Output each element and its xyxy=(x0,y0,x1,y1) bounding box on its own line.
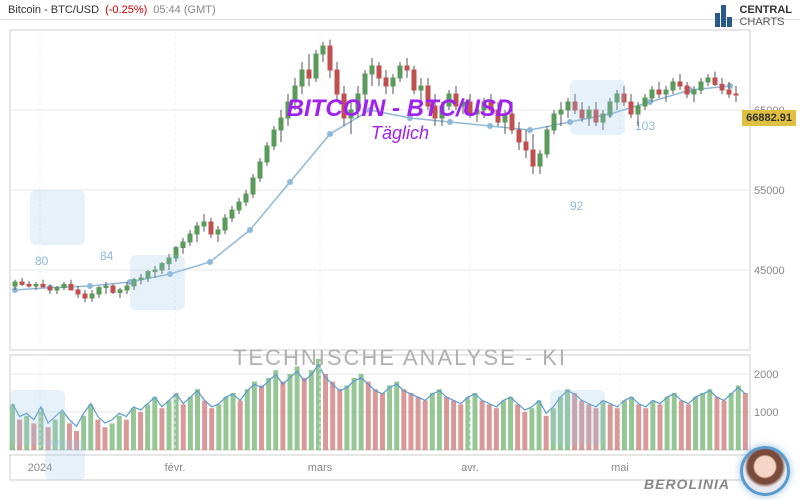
svg-text:92: 92 xyxy=(570,199,584,213)
instrument-name: Bitcoin - BTC/USD xyxy=(8,4,99,16)
chart-area[interactable]: 450005500065000808492103100020002024févr… xyxy=(0,20,800,500)
svg-text:80: 80 xyxy=(35,254,49,268)
svg-text:févr.: févr. xyxy=(165,462,186,474)
watermark-icon xyxy=(10,390,65,445)
provider-brand: BEROLINIA xyxy=(644,476,730,492)
watermark-icon xyxy=(550,390,605,445)
timestamp: 05:44 (GMT) xyxy=(153,4,215,16)
current-price-tag: 66882.91 xyxy=(742,110,796,126)
chart-svg: 450005500065000808492103100020002024févr… xyxy=(0,20,800,500)
watermark-icon xyxy=(30,190,85,245)
chart-header: Bitcoin - BTC/USD (-0.25%) 05:44 (GMT) xyxy=(0,0,800,20)
svg-text:2000: 2000 xyxy=(754,369,778,381)
svg-text:mai: mai xyxy=(611,462,629,474)
svg-text:avr.: avr. xyxy=(461,462,479,474)
svg-text:55000: 55000 xyxy=(754,185,785,197)
watermark-icon xyxy=(45,440,85,480)
svg-text:mars: mars xyxy=(308,462,333,474)
svg-text:45000: 45000 xyxy=(754,265,785,277)
watermark-icon xyxy=(130,255,185,310)
svg-text:1000: 1000 xyxy=(754,407,778,419)
assistant-avatar[interactable] xyxy=(740,446,790,496)
price-change: (-0.25%) xyxy=(105,4,147,16)
svg-text:84: 84 xyxy=(100,249,114,263)
watermark-icon xyxy=(570,80,625,135)
